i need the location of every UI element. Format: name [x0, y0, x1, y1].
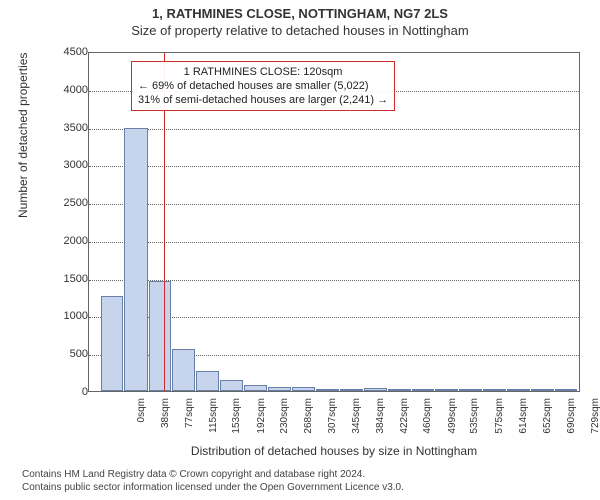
title-line-1: 1, RATHMINES CLOSE, NOTTINGHAM, NG7 2LS: [0, 6, 600, 21]
x-tick-label: 230sqm: [279, 398, 290, 448]
x-tick-label: 192sqm: [256, 398, 267, 448]
x-tick-label: 268sqm: [303, 398, 314, 448]
x-tick-label: 384sqm: [375, 398, 386, 448]
attribution-line-2: Contains public sector information licen…: [22, 482, 404, 495]
histogram-bar: [531, 389, 554, 391]
y-tick-label: 3000: [64, 159, 88, 171]
title-block: 1, RATHMINES CLOSE, NOTTINGHAM, NG7 2LS …: [0, 0, 600, 38]
chart-container: Number of detached properties 1 RATHMINE…: [28, 48, 588, 448]
y-tick-label: 1500: [64, 273, 88, 285]
annotation-line-1: 1 RATHMINES CLOSE: 120sqm: [138, 65, 388, 79]
x-tick-label: 153sqm: [231, 398, 242, 448]
y-tick-label: 2000: [64, 235, 88, 247]
histogram-bar: [220, 380, 243, 391]
histogram-bar: [124, 128, 147, 391]
histogram-bar: [244, 385, 267, 391]
histogram-bar: [340, 389, 363, 391]
attribution-line-1: Contains HM Land Registry data © Crown c…: [22, 469, 404, 482]
x-tick-label: 422sqm: [399, 398, 410, 448]
histogram-bar: [459, 389, 482, 391]
x-tick-label: 499sqm: [447, 398, 458, 448]
y-tick-label: 4500: [64, 46, 88, 58]
x-tick-label: 77sqm: [184, 398, 195, 448]
gridline-h: [89, 204, 579, 205]
x-tick-label: 729sqm: [590, 398, 600, 448]
histogram-bar: [388, 389, 411, 391]
plot-area: 1 RATHMINES CLOSE: 120sqm ← 69% of detac…: [88, 52, 580, 392]
x-tick-label: 0sqm: [136, 398, 147, 448]
histogram-bar: [364, 388, 387, 391]
y-tick-label: 3500: [64, 122, 88, 134]
x-tick-label: 535sqm: [469, 398, 480, 448]
annotation-line-2: ← 69% of detached houses are smaller (5,…: [138, 79, 388, 93]
title-line-2: Size of property relative to detached ho…: [0, 23, 600, 38]
x-tick-label: 345sqm: [351, 398, 362, 448]
gridline-h: [89, 129, 579, 130]
annotation-line-3: 31% of semi-detached houses are larger (…: [138, 93, 388, 107]
y-tick-label: 1000: [64, 310, 88, 322]
y-tick-label: 500: [70, 348, 88, 360]
attribution: Contains HM Land Registry data © Crown c…: [22, 469, 404, 494]
x-tick-label: 115sqm: [208, 398, 219, 448]
annotation-box: 1 RATHMINES CLOSE: 120sqm ← 69% of detac…: [131, 61, 395, 111]
x-tick-label: 652sqm: [542, 398, 553, 448]
x-tick-label: 307sqm: [327, 398, 338, 448]
histogram-bar: [555, 389, 578, 391]
y-axis-label: Number of detached properties: [16, 53, 30, 218]
histogram-bar: [101, 296, 124, 391]
histogram-bar: [268, 387, 291, 391]
histogram-bar: [149, 281, 172, 391]
histogram-bar: [412, 389, 435, 391]
histogram-bar: [435, 389, 458, 391]
x-tick-label: 460sqm: [422, 398, 433, 448]
histogram-bar: [172, 349, 195, 391]
y-tick-label: 0: [82, 386, 88, 398]
gridline-h: [89, 242, 579, 243]
x-tick-label: 38sqm: [160, 398, 171, 448]
y-tick-label: 4000: [64, 84, 88, 96]
histogram-bar: [316, 389, 339, 391]
x-tick-label: 690sqm: [566, 398, 577, 448]
x-tick-label: 575sqm: [494, 398, 505, 448]
histogram-bar: [196, 371, 219, 391]
gridline-h: [89, 166, 579, 167]
histogram-bar: [292, 387, 315, 391]
histogram-bar: [483, 389, 506, 391]
histogram-bar: [507, 389, 530, 391]
y-tick-label: 2500: [64, 197, 88, 209]
x-tick-label: 614sqm: [518, 398, 529, 448]
